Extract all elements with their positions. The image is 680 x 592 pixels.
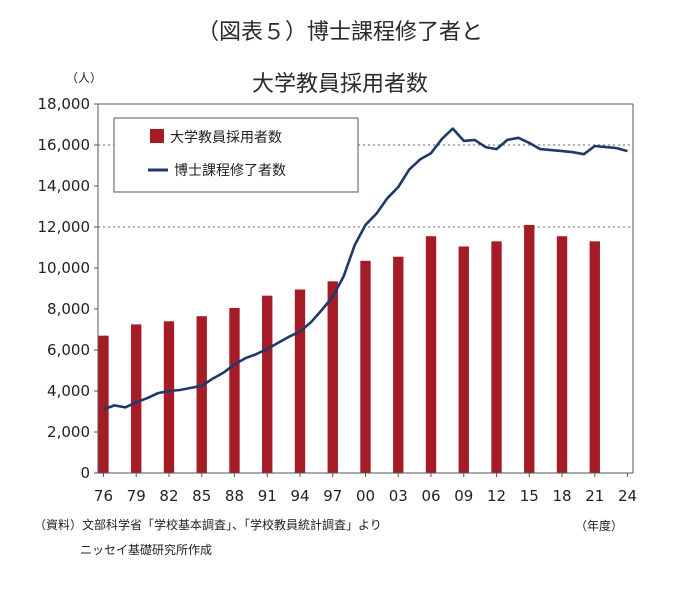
y-tick-label: 0 [80, 464, 90, 482]
bar [524, 224, 535, 473]
x-tick-label: 94 [290, 487, 309, 505]
source-note-1: （資料）文部科学省「学校基本調査」、「学校教員統計調査」より [34, 518, 382, 532]
x-tick-label: 24 [618, 487, 637, 505]
bar [425, 236, 437, 473]
bar [229, 307, 240, 473]
line-series [103, 127, 628, 411]
x-tick-label: 82 [159, 487, 178, 505]
x-tick-label: 79 [127, 487, 146, 505]
x-tick-label: 97 [323, 487, 342, 505]
source-note-2: ニッセイ基礎研究所作成 [80, 543, 213, 557]
x-tick-label: 21 [585, 487, 604, 505]
y-tick-label: 2,000 [47, 423, 90, 441]
bar [163, 321, 175, 473]
bar [589, 241, 600, 473]
legend-line-label: 博士課程修了者数 [174, 162, 286, 179]
y-tick-label: 8,000 [47, 300, 90, 318]
y-tick-label: 12,000 [38, 218, 91, 236]
legend-bar-swatch [150, 129, 164, 143]
chart-subtitle: 大学教員採用者数 [251, 72, 428, 97]
x-tick-label: 06 [421, 487, 440, 505]
bar [491, 241, 502, 473]
x-tick-label: 76 [94, 487, 113, 505]
x-tick-label: 18 [552, 487, 571, 505]
bar [262, 295, 273, 473]
x-tick-label: 85 [192, 487, 211, 505]
x-tick-label: 15 [520, 487, 539, 505]
x-tick-label: 03 [389, 487, 408, 505]
y-tick-label: 6,000 [47, 341, 90, 359]
x-tick-label: 88 [225, 487, 244, 505]
y-tick-label: 18,000 [38, 95, 91, 113]
x-unit-label: （年度） [575, 518, 623, 533]
y-tick-label: 16,000 [38, 136, 91, 154]
x-tick-label: 00 [356, 487, 375, 505]
x-tick-label: 91 [258, 487, 277, 505]
chart-title: （図表５）博士課程修了者と [196, 20, 483, 45]
bar [294, 289, 306, 473]
legend-bar-label: 大学教員採用者数 [170, 130, 282, 146]
y-unit-label: （人） [66, 71, 102, 85]
bar [458, 246, 469, 473]
bar [98, 335, 109, 473]
bar [327, 281, 338, 473]
x-tick-label: 12 [487, 487, 506, 505]
bar [393, 256, 404, 473]
y-tick-label: 4,000 [47, 382, 90, 400]
bar [556, 236, 568, 473]
x-tick-label: 09 [454, 487, 473, 505]
y-tick-label: 10,000 [38, 259, 91, 277]
bar [360, 260, 371, 473]
y-tick-label: 14,000 [38, 177, 91, 195]
bar [196, 316, 207, 473]
bar [131, 324, 142, 473]
